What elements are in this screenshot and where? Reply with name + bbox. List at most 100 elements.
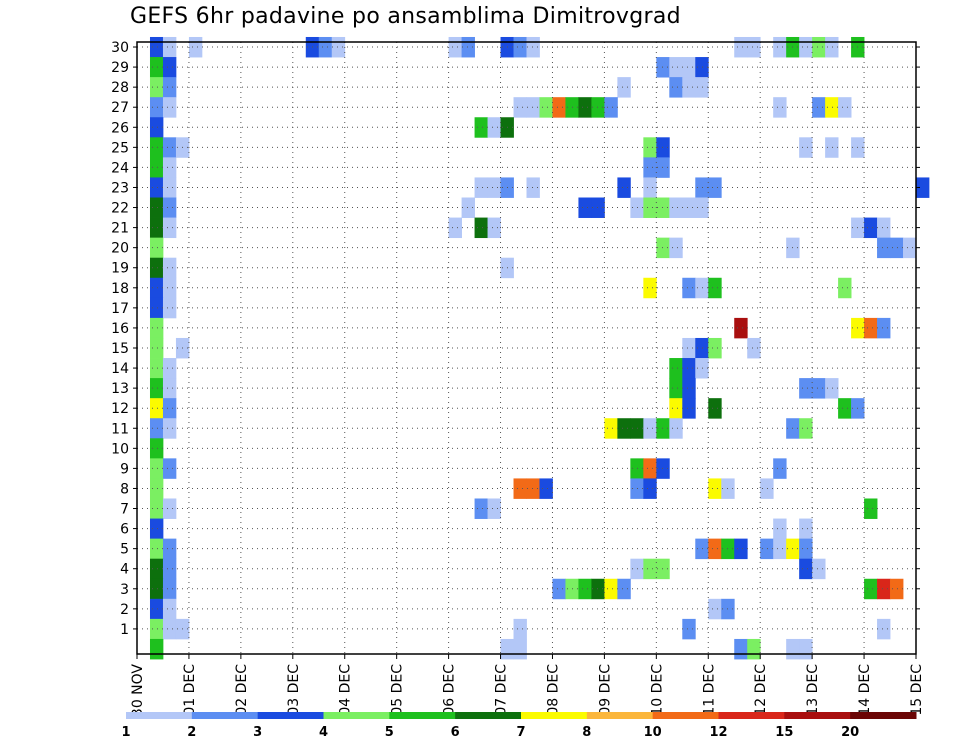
heatmap-cell [643,558,657,580]
heatmap-cell [643,177,657,198]
heatmap-cell [578,197,592,218]
legend-swatch [389,712,456,719]
heatmap-cell [877,237,891,259]
x-tick-label: 30 NOV [130,664,146,718]
heatmap-cell [149,538,164,560]
heatmap-cell [513,618,527,640]
heatmap-cell [864,217,878,239]
heatmap-cell [149,458,164,479]
y-tick-label: 19 [111,261,129,277]
heatmap-cell [162,277,177,299]
heatmap-cell [656,197,670,218]
y-tick-label: 25 [111,140,129,156]
heatmap-cell [773,518,787,540]
heatmap-cell [474,117,488,138]
heatmap-cell [162,538,177,560]
heatmap-cell [864,317,878,339]
x-tick-label: 09 DEC [597,664,613,716]
x-tick-label: 11 DEC [701,664,717,716]
legend-swatch [323,712,390,719]
heatmap-cell [643,137,657,158]
heatmap-cell [162,498,177,519]
heatmap-cell [682,197,696,218]
heatmap-cell [682,277,696,299]
heatmap-cell [643,458,657,479]
x-tick-label: 04 DEC [338,664,354,716]
y-tick-label: 14 [111,361,129,377]
heatmap-cell [864,578,878,600]
heatmap-cell [890,237,904,259]
heatmap-cell [916,177,930,198]
heatmap-cell [682,398,696,419]
heatmap-cell [669,398,683,419]
heatmap-cell [877,217,891,239]
heatmap-cell [149,117,164,138]
heatmap-cell [149,297,164,319]
heatmap-cell [656,458,670,479]
heatmap-cell [669,378,683,399]
heatmap-cell [448,36,462,58]
heatmap-cell [604,97,618,118]
legend-swatch [652,712,719,719]
y-tick-label: 7 [120,502,129,518]
x-tick-label: 15 DEC [909,664,925,716]
heatmap-cell [149,177,164,198]
heatmap-cell [669,77,683,98]
y-tick-label: 22 [111,201,129,217]
heatmap-cell [773,36,787,58]
heatmap-cell [773,458,787,479]
heatmap-cell [708,177,722,198]
heatmap-cell [682,337,696,359]
heatmap-cell [149,237,164,259]
heatmap-cell [708,277,722,299]
heatmap-cell [162,378,177,399]
heatmap-cell [526,177,540,198]
heatmap-cell [760,478,774,499]
y-tick-label: 17 [111,301,129,317]
y-tick-label: 9 [120,461,129,477]
heatmap-cell [149,618,164,640]
heatmap-cell [734,638,748,660]
heatmap-cell [188,36,203,58]
heatmap-cell [825,97,839,118]
heatmap-cell [695,177,709,198]
y-tick-label: 8 [120,481,129,497]
y-tick-label: 29 [111,60,129,76]
heatmap-cell [461,197,475,218]
y-tick-label: 30 [111,40,129,56]
heatmap-cell [799,638,813,660]
y-tick-label: 4 [120,562,129,578]
heatmap-cell [669,418,683,439]
heatmap-cell [513,638,527,660]
heatmap-cell [149,337,164,359]
heatmap-cell [162,177,177,198]
heatmap-cell [162,77,177,98]
x-tick-label: 01 DEC [182,664,198,716]
legend-label: 2 [187,725,196,740]
heatmap-cell [149,558,164,580]
heatmap-cell [877,618,891,640]
heatmap-cell [708,598,722,620]
heatmap-cell [747,36,761,58]
heatmap-cell [656,237,670,259]
chart-title: GEFS 6hr padavine po ansamblima Dimitrov… [130,4,681,29]
heatmap-cell [734,538,748,560]
heatmap-cell [604,578,618,600]
legend-label: 5 [385,725,394,740]
heatmap-cell [682,358,696,379]
heatmap-cell [149,498,164,519]
y-tick-label: 11 [111,421,129,437]
legend-label: 6 [451,725,460,740]
heatmap-cell [877,578,891,600]
legend-swatch [850,712,917,719]
heatmap-cell [513,97,527,118]
heatmap-cell [799,518,813,540]
heatmap-cell [799,378,813,399]
heatmap-cell [643,478,657,499]
heatmap-cell [162,558,177,580]
heatmap-cell [838,97,852,118]
heatmap-cell [149,277,164,299]
heatmap-cell [162,398,177,419]
x-tick-label: 03 DEC [286,664,302,716]
